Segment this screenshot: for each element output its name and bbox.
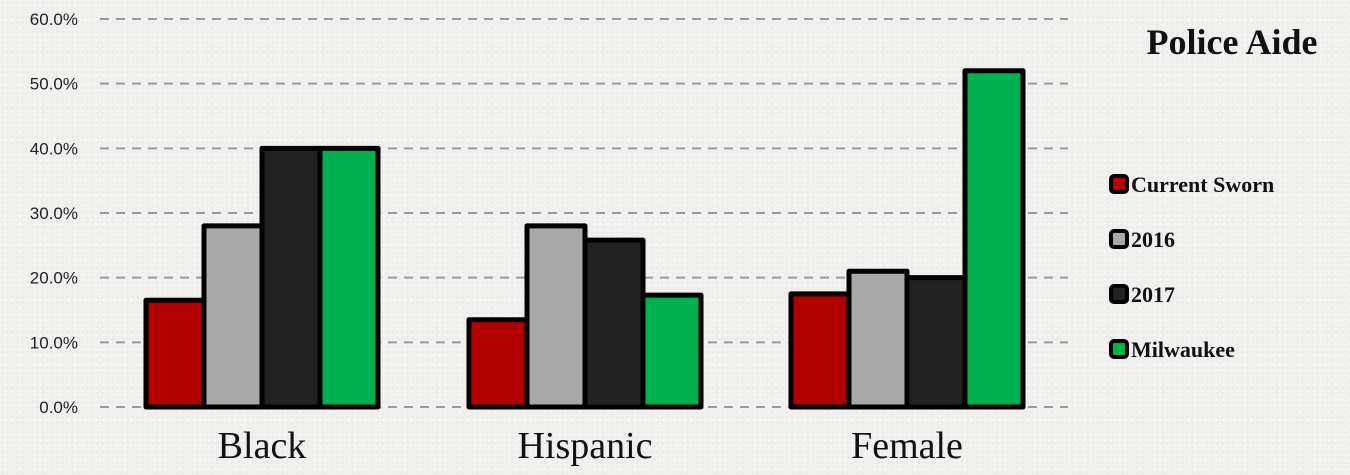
y-tick-label: 60.0% xyxy=(30,10,78,29)
bar-2017-female xyxy=(904,275,968,410)
chart-title: Police Aide xyxy=(1147,22,1318,62)
legend-swatch xyxy=(1109,284,1129,304)
y-tick-label: 40.0% xyxy=(30,139,78,158)
bar-current-sworn-black xyxy=(143,297,207,410)
bar-2017-black xyxy=(259,145,323,410)
legend-label: 2017 xyxy=(1131,282,1175,307)
bars xyxy=(143,68,1026,410)
y-tick-label: 30.0% xyxy=(30,204,78,223)
y-tick-label: 50.0% xyxy=(30,75,78,94)
legend: Current Sworn 2016 2017 Milwaukee xyxy=(1109,172,1274,362)
bar-milwaukee-female xyxy=(962,68,1026,410)
category-label: Hispanic xyxy=(517,425,652,467)
legend-swatch xyxy=(1109,339,1129,359)
y-tick-label: 0.0% xyxy=(39,398,78,417)
bar-milwaukee-hispanic xyxy=(640,292,704,410)
y-axis-ticks: 0.0% 10.0% 20.0% 30.0% 40.0% 50.0% 60.0% xyxy=(30,10,78,417)
legend-label: 2016 xyxy=(1131,227,1175,252)
category-label: Black xyxy=(218,425,307,467)
bar-2017-hispanic xyxy=(582,237,646,410)
bar-milwaukee-black xyxy=(317,145,381,410)
bar-2016-black xyxy=(201,223,265,410)
bar-current-sworn-female xyxy=(788,291,852,410)
bar-2016-hispanic xyxy=(524,223,588,410)
y-tick-label: 20.0% xyxy=(30,269,78,288)
category-label: Female xyxy=(851,425,963,467)
y-tick-label: 10.0% xyxy=(30,333,78,352)
category-labels: Black Hispanic Female xyxy=(218,425,963,467)
legend-label: Milwaukee xyxy=(1131,337,1235,362)
legend-label: Current Sworn xyxy=(1131,172,1274,197)
bar-2016-female xyxy=(846,268,910,410)
legend-swatch xyxy=(1109,174,1129,194)
bar-current-sworn-hispanic xyxy=(466,317,530,410)
legend-swatch xyxy=(1109,229,1129,249)
